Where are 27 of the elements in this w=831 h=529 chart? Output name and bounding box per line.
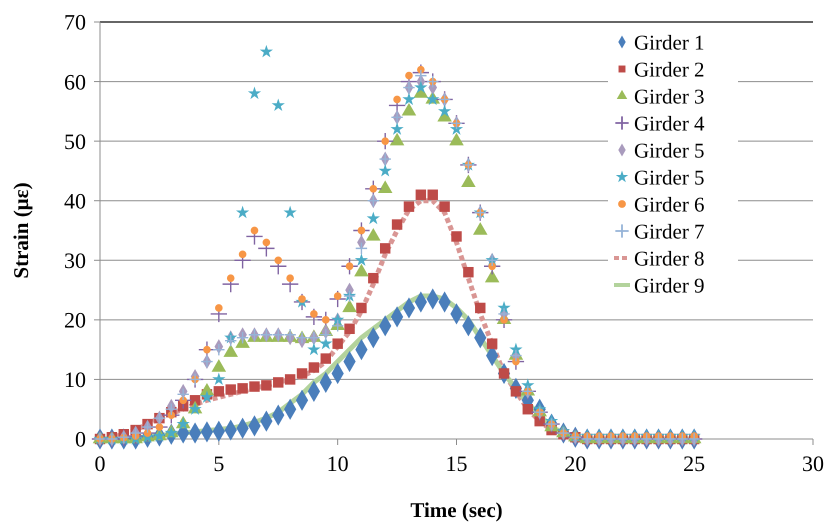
x-tick-label: 15	[446, 451, 468, 476]
y-tick-label: 70	[64, 10, 86, 35]
y-tick-label: 50	[64, 128, 86, 154]
y-tick-label: 40	[64, 188, 86, 214]
legend-label: Girder 2	[634, 57, 705, 82]
legend-label: Girder 5	[634, 138, 705, 162]
legend-label: Girder 7	[634, 219, 705, 244]
x-tick-label: 20	[564, 451, 586, 476]
legend-label: Girder 8	[634, 246, 705, 270]
y-tick-label: 10	[64, 367, 86, 392]
x-tick-label: 30	[802, 451, 824, 476]
y-tick-label: 0	[75, 426, 86, 452]
legend-label: Girder 4	[634, 111, 706, 136]
legend-label: Girder 1	[634, 30, 705, 54]
y-axis-title: Strain (με)	[9, 182, 33, 279]
x-tick-label: 25	[683, 451, 706, 476]
x-tick-label: 0	[94, 451, 106, 476]
x-tick-label: 10	[326, 451, 349, 476]
y-tick-label: 60	[64, 69, 86, 94]
y-tick-label: 20	[64, 308, 86, 333]
y-tick-label: 30	[64, 248, 86, 273]
legend-label: Girder 9	[634, 273, 705, 298]
x-axis-title: Time (sec)	[410, 498, 503, 522]
legend-label: Girder 5	[634, 165, 705, 190]
legend-label: Girder 6	[634, 192, 705, 216]
legend-label: Girder 3	[634, 84, 705, 108]
x-tick-label: 5	[213, 451, 224, 476]
